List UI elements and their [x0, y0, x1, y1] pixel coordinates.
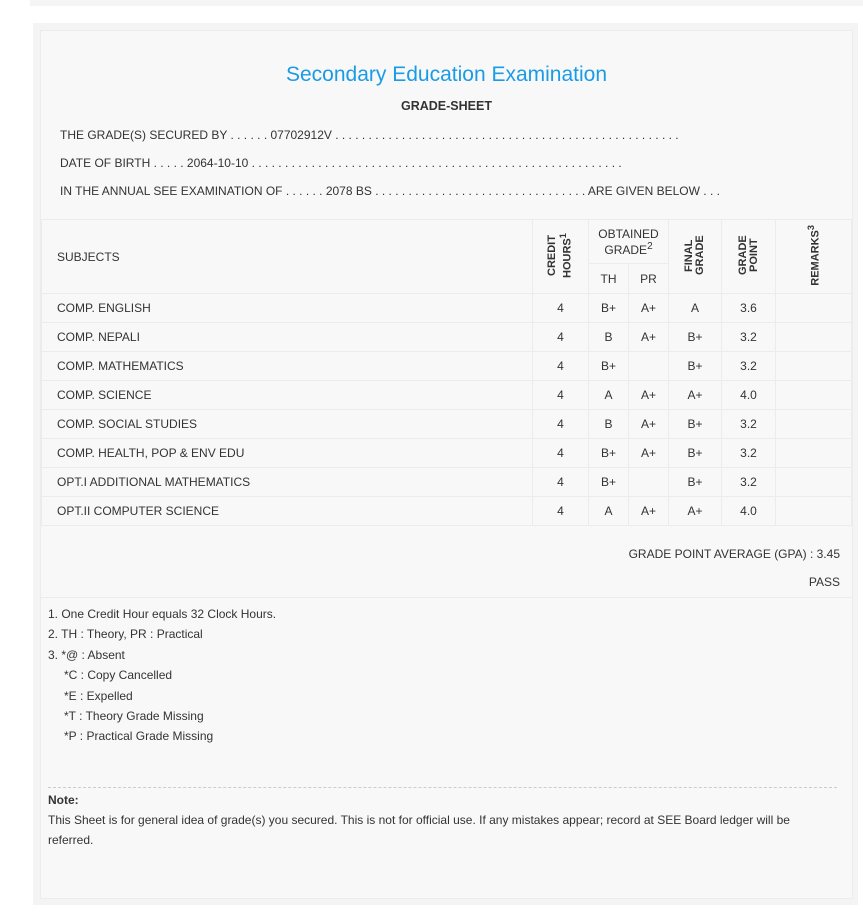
cell-remarks	[775, 322, 852, 352]
cell-subject: OPT.I ADDITIONAL MATHEMATICS	[41, 467, 533, 497]
cell-subject: COMP. SCIENCE	[41, 380, 533, 410]
note-label: Note:	[48, 793, 79, 807]
cell-credit: 4	[532, 467, 589, 497]
cell-credit: 4	[532, 351, 589, 381]
cell-point: 3.2	[721, 467, 776, 497]
table-row: OPT.II COMPUTER SCIENCE 4 A A+ A+ 4.0	[41, 496, 852, 526]
cell-th: A	[588, 380, 629, 410]
cell-subject: COMP. SOCIAL STUDIES	[41, 409, 533, 439]
cell-final: B+	[668, 409, 722, 439]
footnote: 2. TH : Theory, PR : Practical	[48, 627, 203, 642]
footnote: *E : Expelled	[64, 688, 133, 703]
cell-remarks	[775, 409, 852, 439]
cell-final: B+	[668, 351, 722, 381]
cell-final: B+	[668, 467, 722, 497]
table-row: COMP. NEPALI 4 B A+ B+ 3.2	[41, 322, 852, 352]
cell-credit: 4	[532, 380, 589, 410]
footnote: 3. *@ : Absent	[48, 647, 125, 662]
cell-pr	[628, 467, 669, 497]
cell-final: B+	[668, 438, 722, 468]
cell-point: 3.2	[721, 322, 776, 352]
cell-pr: A+	[628, 438, 669, 468]
cell-th: B+	[588, 293, 629, 323]
gpa: GRADE POINT AVERAGE (GPA) : 3.45	[628, 547, 840, 561]
subtitle: GRADE-SHEET	[401, 99, 492, 113]
footnote: *C : Copy Cancelled	[64, 668, 173, 683]
cell-subject: COMP. NEPALI	[41, 322, 533, 352]
cell-th: A	[588, 496, 629, 526]
cell-th: B+	[588, 438, 629, 468]
dashed-divider	[48, 787, 837, 788]
table-row: COMP. SOCIAL STUDIES 4 B A+ B+ 3.2	[41, 409, 852, 439]
page-title: Secondary Education Examination	[285, 63, 608, 86]
cell-final: A+	[668, 380, 722, 410]
top-bar	[30, 0, 863, 6]
cell-remarks	[775, 496, 852, 526]
cell-subject: COMP. HEALTH, POP & ENV EDU	[41, 438, 533, 468]
header-subjects: SUBJECTS	[41, 219, 533, 294]
cell-remarks	[775, 293, 852, 323]
cell-th: B	[588, 409, 629, 439]
cell-credit: 4	[532, 409, 589, 439]
exam-line: IN THE ANNUAL SEE EXAMINATION OF . . . .…	[60, 184, 720, 198]
cell-point: 4.0	[721, 380, 776, 410]
cell-pr	[628, 351, 669, 381]
cell-remarks	[775, 380, 852, 410]
table-row: OPT.I ADDITIONAL MATHEMATICS 4 B+ B+ 3.2	[41, 467, 852, 497]
cell-subject: COMP. ENGLISH	[41, 293, 533, 323]
secured-by-line: THE GRADE(S) SECURED BY . . . . . . 0770…	[60, 128, 679, 142]
table-row: COMP. SCIENCE 4 A A+ A+ 4.0	[41, 380, 852, 410]
footnote: *T : Theory Grade Missing	[64, 709, 204, 723]
header-credit-hours: CREDIT HOURS1	[532, 219, 589, 294]
cell-credit: 4	[532, 293, 589, 323]
result-status: PASS	[808, 575, 840, 589]
cell-final: A+	[668, 496, 722, 526]
cell-remarks	[775, 467, 852, 497]
grades-table: SUBJECTS CREDIT HOURS1 OBTAINED GRADE2 F…	[41, 219, 852, 526]
cell-point: 3.2	[721, 438, 776, 468]
cell-pr: A+	[628, 496, 669, 526]
cell-th: B	[588, 322, 629, 352]
divider	[41, 597, 852, 598]
header-grade-point: GRADE POINT	[721, 219, 776, 294]
cell-final: B+	[668, 322, 722, 352]
header-final-grade: FINAL GRADE	[668, 219, 722, 294]
cell-point: 4.0	[721, 496, 776, 526]
header-th: TH	[588, 263, 629, 294]
cell-point: 3.2	[721, 409, 776, 439]
cell-credit: 4	[532, 496, 589, 526]
cell-subject: OPT.II COMPUTER SCIENCE	[41, 496, 533, 526]
cell-credit: 4	[532, 322, 589, 352]
cell-credit: 4	[532, 438, 589, 468]
cell-final: A	[668, 293, 722, 323]
table-row: COMP. ENGLISH 4 B+ A+ A 3.6	[41, 293, 852, 323]
table-row: COMP. HEALTH, POP & ENV EDU 4 B+ A+ B+ 3.2	[41, 438, 852, 468]
header-pr: PR	[628, 263, 669, 294]
cell-remarks	[775, 351, 852, 381]
cell-pr: A+	[628, 380, 669, 410]
cell-point: 3.6	[721, 293, 776, 323]
cell-point: 3.2	[721, 351, 776, 381]
cell-subject: COMP. MATHEMATICS	[41, 351, 533, 381]
table-row: COMP. MATHEMATICS 4 B+ B+ 3.2	[41, 351, 852, 381]
header-obtained-grade: OBTAINED GRADE2	[588, 219, 669, 264]
note-text: This Sheet is for general idea of grade(…	[48, 813, 790, 847]
grade-sheet: Secondary Education Examination GRADE-SH…	[40, 30, 853, 899]
cell-remarks	[775, 438, 852, 468]
cell-pr: A+	[628, 293, 669, 323]
cell-th: B+	[588, 351, 629, 381]
cell-pr: A+	[628, 322, 669, 352]
cell-th: B+	[588, 467, 629, 497]
cell-pr: A+	[628, 409, 669, 439]
header-remarks: REMARKS3	[775, 219, 852, 294]
footnote: 1. One Credit Hour equals 32 Clock Hours…	[48, 607, 277, 621]
dob-line: DATE OF BIRTH . . . . . 2064-10-10 . . .…	[60, 156, 622, 170]
footnote: *P : Practical Grade Missing	[64, 729, 214, 744]
